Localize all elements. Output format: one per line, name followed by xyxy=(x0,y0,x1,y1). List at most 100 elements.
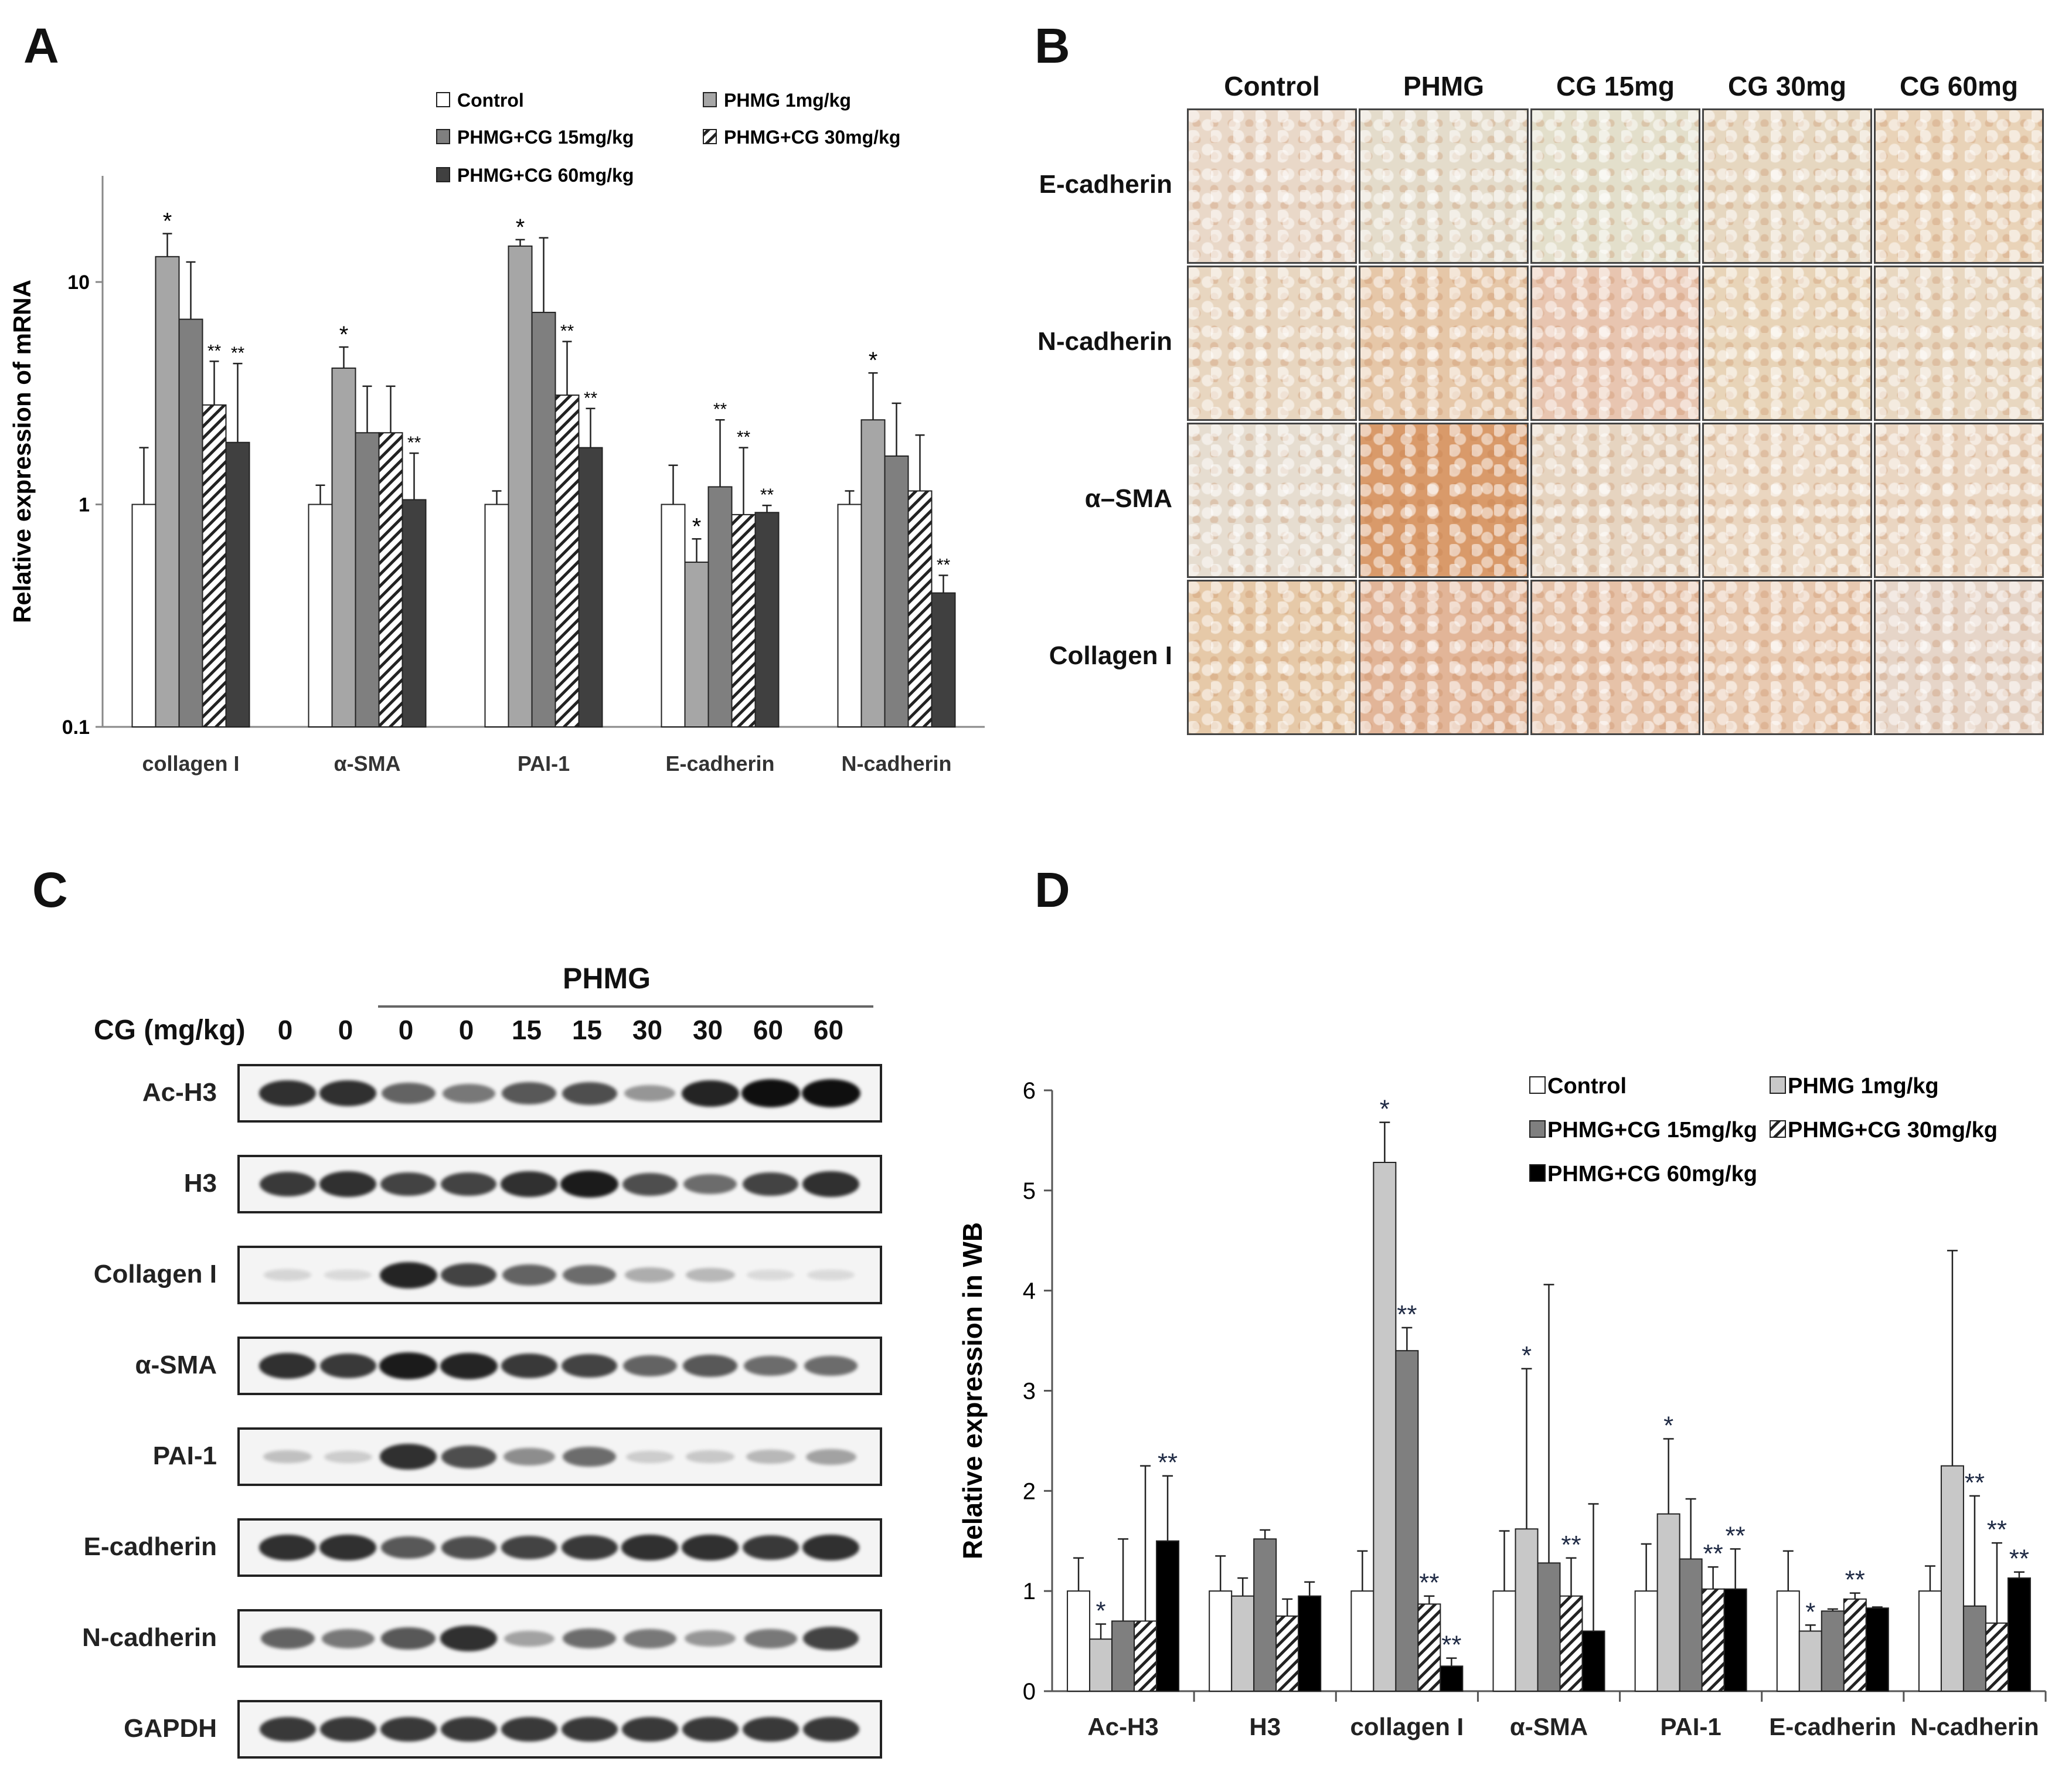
histology-image-n-cadherin-cg-15mg xyxy=(1530,266,1700,421)
significance-mark: ** xyxy=(1397,1300,1417,1329)
band-h3-lane-10 xyxy=(802,1171,859,1197)
band-n-cadherin-lane-3 xyxy=(381,1627,436,1650)
x-tick-label: PAI-1 xyxy=(518,752,570,776)
band-gapdh-lane-10 xyxy=(802,1717,859,1742)
band-n-cadherin-lane-10 xyxy=(803,1626,859,1651)
band-n-cadherin-lane-2 xyxy=(321,1628,375,1648)
blot-strip-e-cadherin xyxy=(237,1518,882,1577)
band-ac-h3-lane-8 xyxy=(681,1080,739,1107)
band-gapdh-lane-6 xyxy=(561,1717,618,1742)
legend-swatch xyxy=(436,92,450,107)
phmg-group-label: PHMG xyxy=(563,962,651,995)
panel-label-c: C xyxy=(32,862,68,917)
bar-phmg-1mg-kg-collagen-i xyxy=(155,256,180,727)
band-gapdh-lane-9 xyxy=(742,1717,799,1742)
significance-mark: * xyxy=(1522,1341,1532,1370)
bar-control-ac-h3 xyxy=(1067,1590,1091,1692)
significance-mark: * xyxy=(692,514,702,539)
cg-dose-lane-6: 15 xyxy=(571,1015,603,1045)
x-tick-label: H3 xyxy=(1249,1713,1281,1740)
x-tick-label: collagen I xyxy=(1350,1713,1464,1740)
significance-mark: * xyxy=(1096,1597,1106,1626)
histology-image-collagen-i-control xyxy=(1187,580,1357,735)
band-collagen-i-lane-5 xyxy=(502,1264,556,1286)
bar-control-n-cadherin xyxy=(1918,1590,1942,1692)
histology-image-e-cadherin-cg-60mg xyxy=(1874,108,2044,264)
band-collagen-i-lane-6 xyxy=(563,1264,616,1286)
panel-c-western-blot: PHMG CG (mg/kg) 0 0 0 0 15 15 30 30 60 60 Ac-H3 H3 C… xyxy=(0,932,1008,1788)
y-tick-label: 10 xyxy=(67,271,90,294)
band-gapdh-lane-7 xyxy=(621,1717,678,1742)
band-sma-lane-3 xyxy=(379,1352,437,1380)
band-ac-h3-lane-4 xyxy=(442,1083,495,1103)
cg-dose-lane-2: 0 xyxy=(338,1015,353,1045)
band-e-cadherin-lane-4 xyxy=(441,1536,496,1559)
x-tick-label: Ac-H3 xyxy=(1087,1713,1158,1740)
bar-phmg-cg-30mg-kg-n-cadherin xyxy=(1985,1622,2009,1692)
cg-label: CG (mg/kg) xyxy=(94,1015,246,1046)
legend-swatch xyxy=(703,129,717,144)
blot-strip-h3 xyxy=(237,1155,882,1213)
blot-label-gapdh: GAPDH xyxy=(124,1714,217,1743)
band-sma-lane-9 xyxy=(744,1355,797,1376)
bar-phmg-cg-15mg-kg-pai-1 xyxy=(531,311,556,728)
band-n-cadherin-lane-4 xyxy=(440,1626,497,1651)
legend-swatch xyxy=(436,129,450,144)
bar-phmg-cg-60mg-kg-e-cadherin xyxy=(1865,1607,1889,1692)
band-collagen-i-lane-9 xyxy=(747,1269,794,1281)
histology-image-sma-cg-60mg xyxy=(1874,423,2044,578)
band-collagen-i-lane-1 xyxy=(264,1269,311,1281)
panel-b-histology: Control PHMG CG 15mg CG 30mg CG 60mg E-cadher… xyxy=(1020,64,2051,756)
band-h3-lane-3 xyxy=(380,1172,436,1196)
y-tick-label: 3 xyxy=(1023,1379,1036,1405)
x-tick-label: collagen I xyxy=(142,752,239,776)
legend-label: PHMG+CG 15mg/kg xyxy=(1547,1118,1757,1142)
bar-phmg-cg-60mg-kg-collagen-i xyxy=(225,441,250,727)
bar-phmg-cg-30mg-kg-sma xyxy=(378,432,403,728)
band-h3-lane-1 xyxy=(259,1172,316,1196)
bar-phmg-cg-60mg-kg-ac-h3 xyxy=(1156,1540,1180,1692)
row-header-e-cadherin: E-cadherin xyxy=(1039,169,1172,199)
band-sma-lane-8 xyxy=(683,1355,737,1377)
band-h3-lane-7 xyxy=(622,1172,678,1196)
bar-phmg-1mg-kg-pai-1 xyxy=(1656,1513,1680,1692)
panel-label-a: A xyxy=(23,18,59,73)
band-n-cadherin-lane-8 xyxy=(685,1630,736,1647)
column-header-cg-15mg: CG 15mg xyxy=(1556,71,1675,101)
cg-dose-lane-10: 60 xyxy=(813,1015,844,1045)
blot-strip-sma xyxy=(237,1337,882,1395)
bar-phmg-cg-30mg-kg-collagen-i xyxy=(1417,1603,1441,1692)
histology-image-n-cadherin-cg-60mg xyxy=(1874,266,2044,421)
band-n-cadherin-lane-5 xyxy=(503,1630,554,1647)
y-tick-label: 6 xyxy=(1023,1078,1036,1104)
bar-phmg-cg-15mg-kg-collagen-i xyxy=(178,318,203,728)
bar-phmg-cg-30mg-kg-e-cadherin xyxy=(1843,1598,1867,1692)
column-header-cg-30mg: CG 30mg xyxy=(1728,71,1846,101)
row-header-collagen-i: Collagen I xyxy=(1049,641,1172,670)
bar-phmg-cg-60mg-kg-sma xyxy=(402,499,427,728)
histology-image-collagen-i-cg-30mg xyxy=(1702,580,1872,735)
significance-mark: ** xyxy=(231,344,245,363)
band-pai-1-lane-3 xyxy=(380,1444,437,1470)
blot-strip-gapdh xyxy=(237,1700,882,1759)
band-e-cadherin-lane-9 xyxy=(742,1535,799,1560)
bar-phmg-1mg-kg-h3 xyxy=(1231,1595,1255,1692)
band-ac-h3-lane-1 xyxy=(259,1080,316,1106)
x-tick-label: N-cadherin xyxy=(841,752,951,776)
band-e-cadherin-lane-7 xyxy=(621,1535,678,1560)
band-h3-lane-9 xyxy=(743,1172,798,1196)
band-sma-lane-6 xyxy=(562,1354,617,1378)
cg-dose-lane-3: 0 xyxy=(398,1015,414,1045)
blot-strip-n-cadherin xyxy=(237,1609,882,1668)
cg-dose-lane-5: 15 xyxy=(511,1015,542,1045)
bar-phmg-cg-30mg-kg-ac-h3 xyxy=(1134,1620,1158,1692)
legend-swatch xyxy=(1770,1120,1786,1138)
blot-strip-pai-1 xyxy=(237,1427,882,1486)
legend-swatch xyxy=(1770,1076,1786,1094)
band-gapdh-lane-2 xyxy=(319,1717,376,1742)
blot-label-n-cadherin: N-cadherin xyxy=(82,1623,217,1652)
band-collagen-i-lane-10 xyxy=(807,1269,855,1281)
bar-phmg-1mg-kg-ac-h3 xyxy=(1089,1638,1113,1692)
bar-phmg-cg-60mg-kg-collagen-i xyxy=(1440,1665,1464,1692)
significance-mark: ** xyxy=(937,555,951,574)
